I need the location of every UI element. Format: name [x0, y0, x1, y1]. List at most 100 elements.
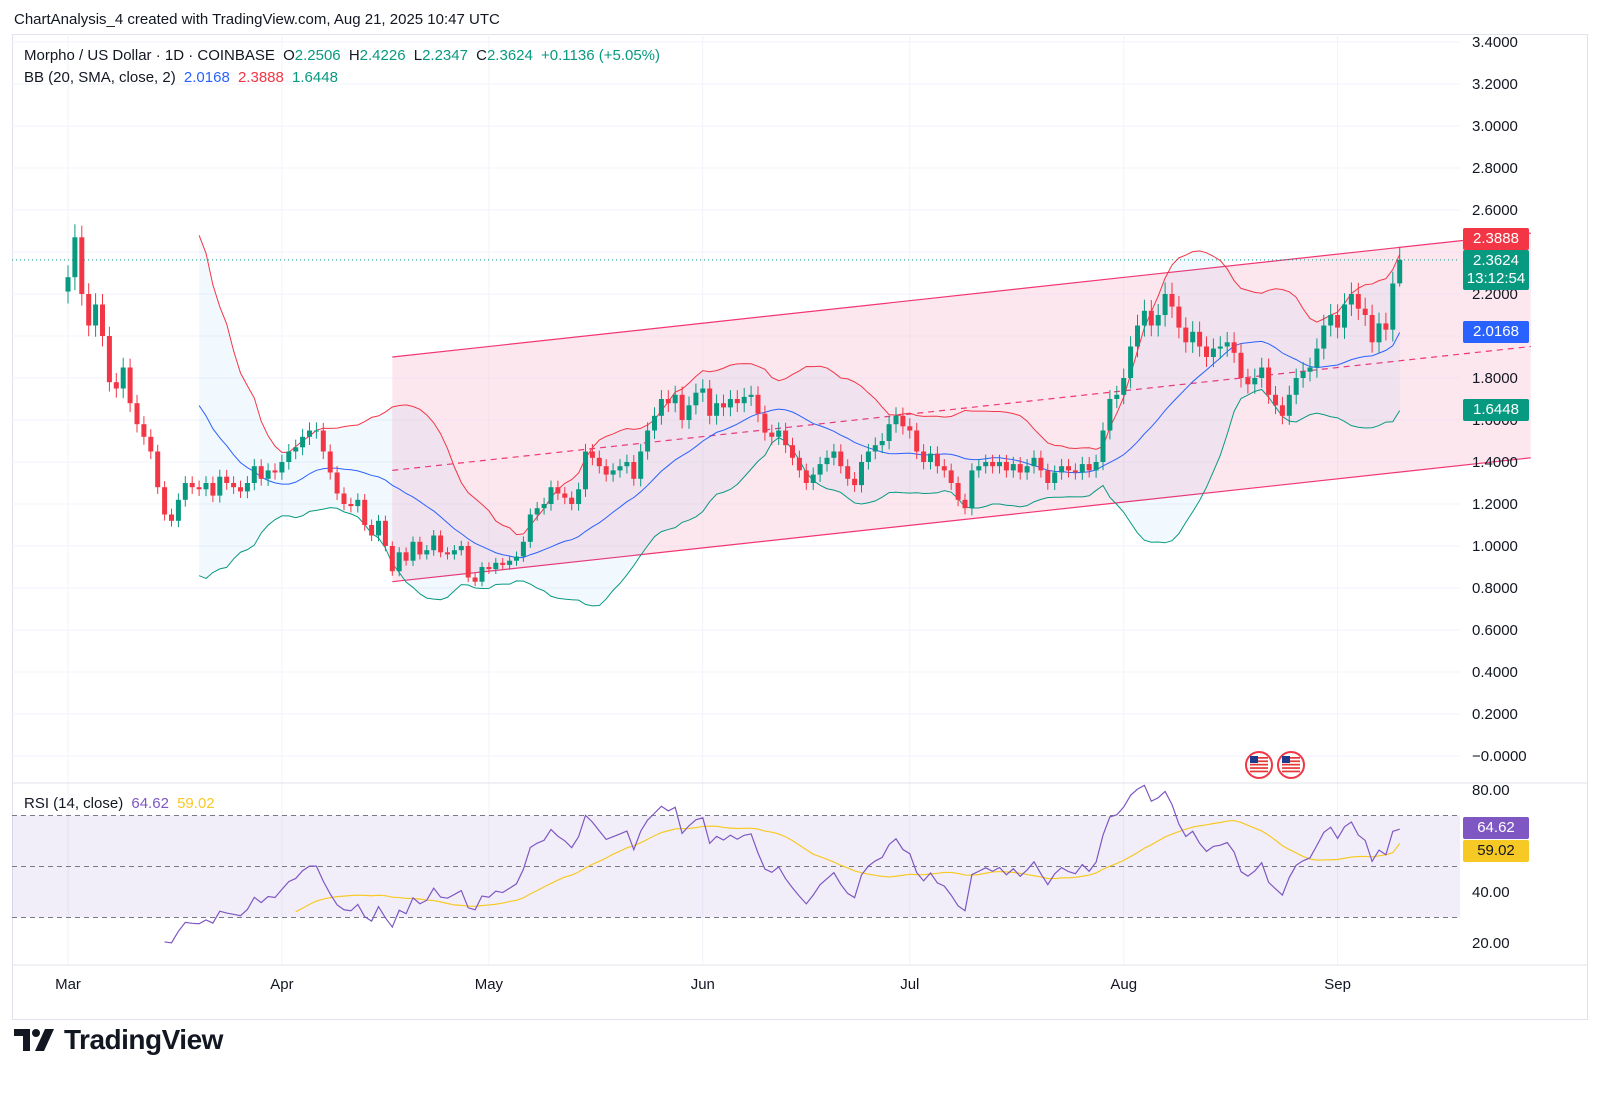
price-tick-label: 1.4000	[1472, 454, 1518, 471]
candle-body	[583, 451, 588, 490]
candle-body	[803, 470, 809, 483]
candle-body	[1293, 378, 1299, 395]
last-price-value: 2.3624	[1473, 252, 1519, 269]
candle-body	[631, 462, 637, 479]
candle-body	[672, 394, 678, 404]
time-tick-label: May	[475, 976, 504, 993]
channel-middle-line	[392, 345, 1531, 471]
chart-frame	[12, 34, 1588, 1020]
candle-body	[1224, 342, 1230, 347]
candle-body	[679, 394, 685, 420]
candle-body	[79, 237, 85, 294]
candle-body	[1100, 430, 1106, 462]
candle-body	[1093, 462, 1099, 471]
flag-stripe	[1250, 767, 1268, 769]
rsi-tick-label: 40.00	[1472, 884, 1510, 901]
candle-body	[838, 451, 844, 467]
candle-body	[1010, 464, 1016, 471]
channel-upper-line	[392, 232, 1531, 358]
grid-lines	[12, 34, 1588, 966]
us-flag-event-icon[interactable]	[1245, 751, 1273, 779]
candle-body	[410, 541, 416, 561]
candle-body	[589, 451, 595, 458]
candle-body	[693, 392, 699, 406]
candle-body	[562, 493, 568, 498]
candle-body	[872, 445, 878, 452]
candle-body	[569, 497, 575, 504]
candle-body	[1162, 294, 1168, 315]
candle-body	[1169, 294, 1175, 307]
candle-body	[1197, 331, 1203, 347]
candle-body	[665, 399, 671, 404]
candle-body	[307, 430, 312, 437]
candle-body	[1259, 367, 1265, 378]
close-value: 2.3624	[486, 47, 533, 64]
candle-body	[1314, 348, 1320, 368]
candle-body	[1059, 466, 1065, 473]
tradingview-logo[interactable]: TradingView	[14, 1024, 223, 1056]
candle-body	[555, 487, 561, 494]
candle-body	[265, 470, 271, 479]
candle-body	[886, 424, 892, 441]
candle-body	[707, 388, 713, 416]
candle-body	[162, 487, 168, 515]
flag-stripe	[1282, 770, 1300, 773]
candle-body	[603, 466, 609, 475]
candle-body	[403, 552, 409, 561]
candle-body	[1335, 315, 1341, 328]
candle-body	[893, 415, 899, 425]
high-value: 2.4226	[359, 47, 406, 64]
candle-body	[1141, 310, 1147, 326]
candle-body	[900, 415, 906, 427]
candle-body	[431, 535, 437, 551]
bb-label: BB (20, SMA, close, 2)	[24, 69, 176, 86]
close-label: C	[476, 47, 487, 64]
low-value: 2.2347	[422, 47, 468, 64]
candle-body	[458, 546, 464, 551]
candle-body	[721, 403, 726, 408]
candle-body	[1072, 470, 1078, 473]
candle-body	[769, 432, 775, 437]
candle-body	[686, 405, 692, 420]
candle-body	[1245, 378, 1251, 385]
candle-body	[1355, 294, 1361, 309]
candle-body	[865, 451, 871, 462]
candle-body	[1383, 323, 1389, 330]
candle-body	[313, 430, 319, 432]
time-axis: Mar Apr May Jun Jul Aug Sep	[55, 976, 1351, 993]
change-value: +0.1136 (+5.05%)	[541, 47, 661, 64]
flag-stripe	[1250, 760, 1268, 763]
bb-upper-line	[198, 235, 1401, 536]
candle-body	[783, 430, 789, 446]
rsi-label: RSI (14, close)	[24, 795, 124, 812]
rsi-line	[164, 784, 1400, 944]
candle-body	[141, 424, 147, 437]
candle-body	[941, 466, 947, 471]
candle-body	[934, 453, 940, 467]
candle-body	[921, 451, 927, 462]
candle-body	[251, 466, 257, 483]
bb-basis-value: 2.0168	[183, 69, 230, 86]
candle-body	[755, 394, 761, 414]
candle-body	[417, 541, 423, 555]
candle-body	[238, 487, 243, 492]
flag-stripe	[1282, 767, 1300, 769]
price-tick-label: 3.2000	[1472, 76, 1518, 93]
candle-body	[548, 487, 554, 504]
candle-body	[134, 403, 140, 425]
flag-stripe	[1282, 760, 1300, 763]
candle-body	[610, 470, 616, 475]
lower-band-tag: 1.6448	[1463, 399, 1529, 421]
candle-body	[1204, 346, 1209, 357]
candle-body	[279, 462, 285, 473]
candle-body	[355, 499, 361, 507]
rsi-ma-value: 59.02	[177, 795, 215, 812]
us-flag-event-icon[interactable]	[1277, 751, 1305, 779]
tradingview-logo-text: TradingView	[64, 1024, 223, 1055]
candle-body	[1121, 378, 1127, 395]
candle-body	[831, 451, 837, 458]
candle-body	[645, 430, 651, 452]
price-tick-label: 2.6000	[1472, 202, 1518, 219]
price-tick-label: 0.8000	[1472, 580, 1518, 597]
